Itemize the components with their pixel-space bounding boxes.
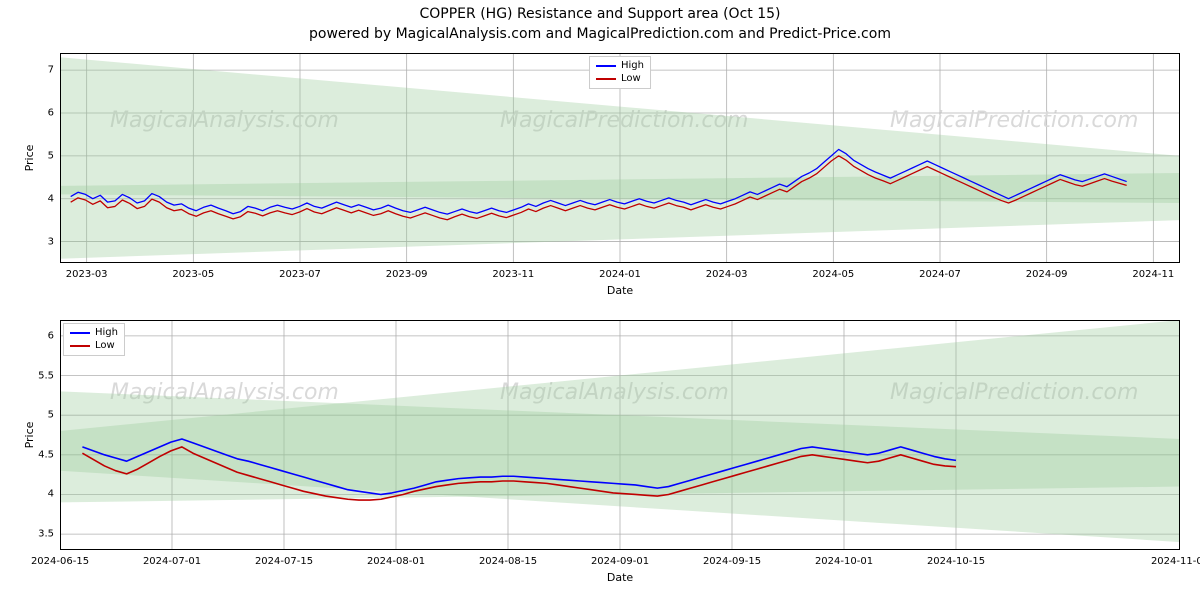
x-tick-label: 2024-05 (812, 269, 854, 280)
chart-subtitle: powered by MagicalAnalysis.com and Magic… (0, 26, 1200, 42)
x-tick-label: 2024-01 (599, 269, 641, 280)
x-axis-label: Date (607, 284, 633, 297)
legend: High Low (589, 56, 651, 89)
legend-label: Low (621, 73, 641, 84)
x-tick-label: 2024-07 (919, 269, 961, 280)
y-tick-label: 3.5 (14, 529, 54, 540)
legend-item: High (596, 59, 644, 72)
y-tick-label: 3 (14, 236, 54, 247)
x-tick-label: 2023-05 (172, 269, 214, 280)
x-tick-label: 2024-11-01 (1151, 556, 1200, 567)
x-tick-label: 2024-07-15 (255, 556, 313, 567)
x-tick-label: 2023-07 (279, 269, 321, 280)
y-axis-label: Price (23, 422, 36, 449)
y-tick-label: 4 (14, 489, 54, 500)
figure: COPPER (HG) Resistance and Support area … (0, 0, 1200, 600)
chart-title: COPPER (HG) Resistance and Support area … (0, 6, 1200, 22)
legend-swatch (596, 78, 616, 80)
x-axis-label: Date (607, 571, 633, 584)
legend-item: Low (596, 72, 644, 85)
x-tick-label: 2023-09 (386, 269, 428, 280)
x-tick-label: 2024-08-01 (367, 556, 425, 567)
legend-swatch (596, 65, 616, 67)
x-tick-label: 2024-11 (1132, 269, 1174, 280)
legend-label: High (95, 327, 118, 338)
y-tick-label: 6 (14, 108, 54, 119)
legend: High Low (63, 323, 125, 356)
y-tick-label: 5 (14, 150, 54, 161)
x-tick-label: 2024-09 (1026, 269, 1068, 280)
legend-swatch (70, 332, 90, 334)
x-tick-label: 2024-10-15 (927, 556, 985, 567)
top-chart: MagicalAnalysis.com MagicalPrediction.co… (60, 53, 1180, 263)
y-tick-label: 5.5 (14, 370, 54, 381)
legend-swatch (70, 345, 90, 347)
x-tick-label: 2023-11 (492, 269, 534, 280)
y-tick-label: 5 (14, 410, 54, 421)
x-tick-label: 2024-09-15 (703, 556, 761, 567)
y-tick-label: 7 (14, 65, 54, 76)
x-tick-label: 2024-07-01 (143, 556, 201, 567)
y-tick-label: 6 (14, 330, 54, 341)
y-tick-label: 4.5 (14, 449, 54, 460)
x-tick-label: 2023-03 (66, 269, 108, 280)
x-tick-label: 2024-09-01 (591, 556, 649, 567)
x-tick-label: 2024-10-01 (815, 556, 873, 567)
legend-label: High (621, 60, 644, 71)
y-tick-label: 4 (14, 193, 54, 204)
x-tick-label: 2024-06-15 (31, 556, 89, 567)
legend-item: High (70, 326, 118, 339)
legend-label: Low (95, 340, 115, 351)
x-tick-label: 2024-03 (706, 269, 748, 280)
bottom-chart: MagicalAnalysis.com MagicalAnalysis.com … (60, 320, 1180, 550)
series-bottom (60, 320, 1180, 550)
legend-item: Low (70, 339, 118, 352)
x-tick-label: 2024-08-15 (479, 556, 537, 567)
